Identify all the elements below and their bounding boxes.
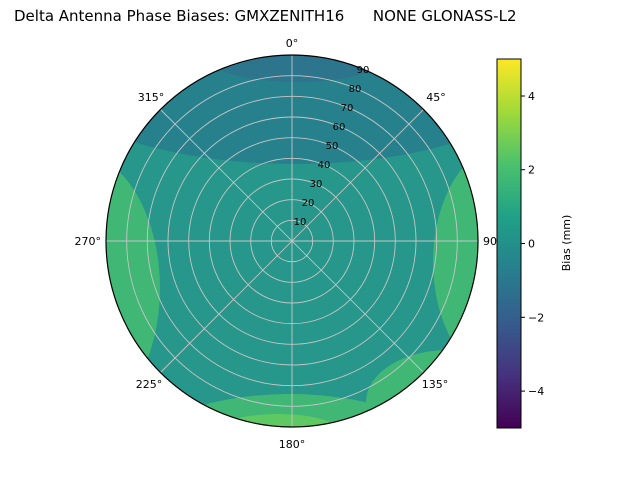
contour-patch-bottom (138, 394, 442, 427)
r-label-30: 30 (310, 179, 323, 190)
polar-grid (106, 55, 478, 427)
theta-label-180: 180° (279, 438, 306, 451)
plot-title: Delta Antenna Phase Biases: GMXZENITH16 … (14, 7, 517, 25)
colorbar (496, 58, 522, 429)
theta-label-0: 0° (286, 37, 299, 50)
contour-band-upper (106, 55, 478, 164)
polar-spine (105, 54, 479, 428)
r-label-70: 70 (341, 103, 354, 114)
theta-label-225: 225° (136, 378, 163, 391)
theta-label-135: 135° (422, 378, 449, 391)
r-label-80: 80 (349, 84, 362, 95)
grid-spoke-diag2 (160, 109, 424, 373)
r-label-10: 10 (294, 217, 307, 228)
r-label-40: 40 (318, 160, 331, 171)
theta-label-270: 270° (75, 235, 102, 248)
cbar-tick-m4: −4 (528, 385, 544, 398)
r-label-20: 20 (302, 198, 315, 209)
colorbar-axis-label: Bias (mm) (560, 215, 573, 272)
theta-label-315: 315° (138, 91, 165, 104)
r-label-60: 60 (333, 122, 346, 133)
contour-patch-top (209, 55, 385, 82)
colorbar-ticks (521, 95, 525, 392)
cbar-tick-m2: −2 (528, 311, 544, 324)
cbar-tick-2: 2 (528, 164, 535, 177)
r-label-90: 90 (357, 65, 370, 76)
cbar-tick-0: 0 (528, 238, 535, 251)
cbar-tick-4: 4 (528, 90, 535, 103)
theta-label-45: 45° (426, 91, 446, 104)
r-label-50: 50 (326, 141, 339, 152)
